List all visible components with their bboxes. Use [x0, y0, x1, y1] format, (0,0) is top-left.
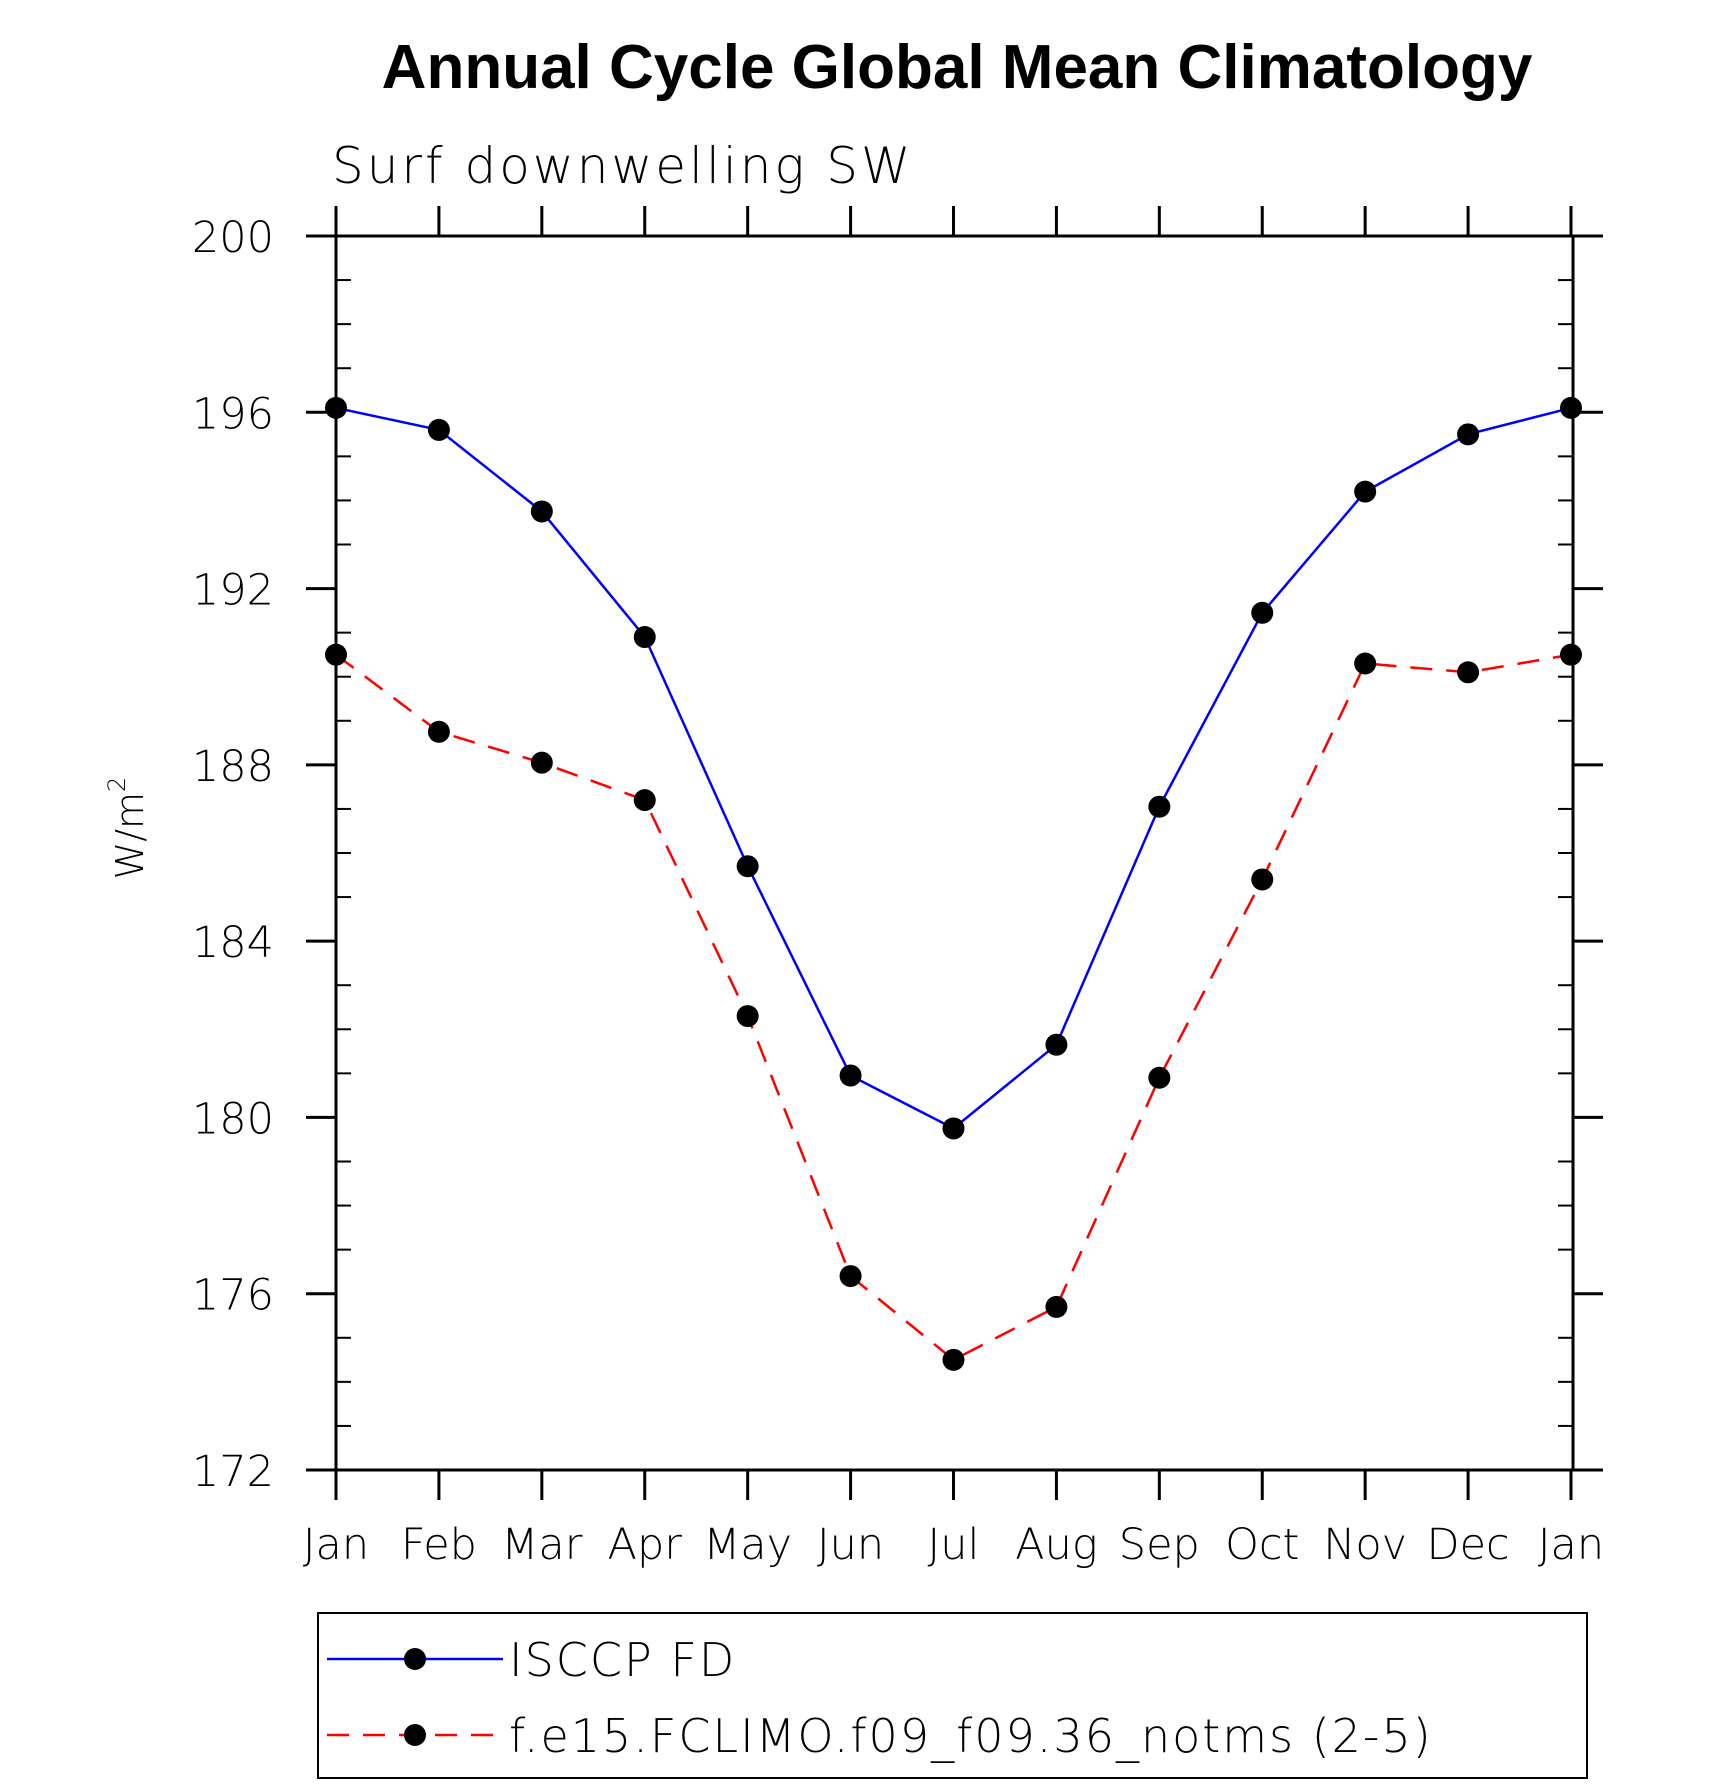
- x-tick-label: Aug: [1015, 1520, 1097, 1570]
- y-tick-label: 188: [192, 742, 274, 792]
- y-tick-label: 196: [192, 389, 274, 439]
- data-point: [530, 500, 553, 523]
- plot-area-frame: [334, 234, 1575, 1472]
- data-point: [839, 1064, 862, 1087]
- data-point: [942, 1348, 965, 1371]
- axis-tick-labels: 172 176 180 184 188 192 196 200 Jan Feb Mar Apr May J…: [192, 213, 1604, 1570]
- x-tick-label: Apr: [608, 1520, 683, 1570]
- legend-label: ISCCP FD: [509, 1633, 736, 1687]
- plot-series: [325, 396, 1582, 1371]
- series-1: [325, 396, 1582, 1140]
- x-tick-label: Jul: [928, 1520, 980, 1570]
- y-axis-label-text: W/m: [108, 792, 152, 879]
- data-point: [1457, 661, 1480, 684]
- chart-subtitle: Surf downwelling SW: [332, 137, 914, 195]
- y-tick-label: 172: [192, 1447, 274, 1497]
- legend-entries: ISCCP FD f.e15.FCLIMO.f09_f09.36_notms (2…: [327, 1633, 1433, 1763]
- legend-marker: [404, 1648, 426, 1670]
- x-tick-label: Jan: [303, 1520, 369, 1570]
- legend-entry-1: ISCCP FD: [327, 1633, 736, 1687]
- data-point: [1560, 643, 1582, 666]
- y-tick-label: 180: [192, 1094, 274, 1144]
- data-point: [427, 720, 450, 743]
- y-tick-label: 192: [192, 566, 274, 616]
- data-point: [839, 1265, 862, 1288]
- series-line: [335, 653, 1572, 1362]
- legend-box: [317, 1612, 1588, 1779]
- x-tick-label: Jan: [1538, 1520, 1604, 1570]
- data-point: [1354, 480, 1377, 503]
- data-point: [736, 1005, 759, 1028]
- data-point: [1148, 1066, 1171, 1089]
- series-line: [335, 406, 1572, 1130]
- x-tick-label: Jun: [817, 1520, 884, 1570]
- legend-label: f.e15.FCLIMO.f09_f09.36_notms (2-5): [509, 1709, 1433, 1763]
- series-2: [325, 643, 1582, 1371]
- y-axis-label: W/m2: [103, 777, 152, 880]
- data-point: [633, 789, 656, 812]
- data-point: [1148, 795, 1171, 818]
- x-tick-label: Feb: [401, 1520, 477, 1570]
- axis-ticks: [306, 206, 1603, 1500]
- data-point: [1560, 396, 1582, 419]
- y-tick-label: 200: [192, 213, 274, 263]
- x-tick-label: Mar: [501, 1520, 582, 1570]
- data-point: [736, 855, 759, 878]
- legend-entry-2: f.e15.FCLIMO.f09_f09.36_notms (2-5): [327, 1709, 1433, 1763]
- y-tick-label: 184: [192, 918, 274, 968]
- data-point: [942, 1117, 965, 1140]
- chart-title: Annual Cycle Global Mean Climatology: [382, 33, 1533, 102]
- data-point: [427, 418, 450, 441]
- x-tick-label: Dec: [1426, 1520, 1509, 1570]
- data-point: [1251, 601, 1274, 624]
- data-point: [1457, 423, 1480, 446]
- legend: ISCCP FD f.e15.FCLIMO.f09_f09.36_notms (2…: [317, 1612, 1588, 1779]
- x-tick-label: Sep: [1119, 1520, 1200, 1570]
- y-tick-label: 176: [192, 1271, 274, 1321]
- x-tick-label: Oct: [1225, 1520, 1299, 1570]
- data-point: [530, 751, 553, 774]
- data-point: [1354, 652, 1377, 675]
- x-tick-label: May: [703, 1520, 792, 1570]
- y-axis-label-superscript: 2: [103, 777, 131, 792]
- x-tick-label: Nov: [1323, 1520, 1407, 1570]
- data-point: [1251, 868, 1274, 891]
- data-point: [1045, 1295, 1068, 1318]
- data-point: [1045, 1033, 1068, 1056]
- svg-text:W/m2: W/m2: [103, 777, 152, 880]
- legend-marker: [404, 1724, 426, 1746]
- data-point: [633, 626, 656, 649]
